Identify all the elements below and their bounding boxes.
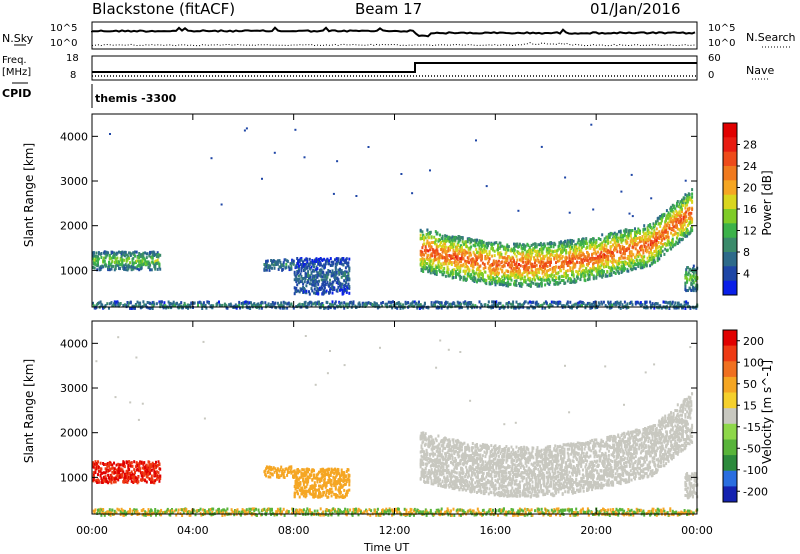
colorbar-cell (723, 376, 737, 393)
y-tick-label: 2000 (60, 220, 88, 233)
nsky-tick-high: 10^5 (50, 23, 78, 34)
nave-tick-high: 60 (708, 53, 721, 64)
colorbar-cell (723, 455, 737, 472)
mhz-label: [MHz] (2, 67, 32, 78)
colorbar-tick-label: 50 (743, 378, 757, 391)
colorbar-tick-label: 12 (743, 225, 757, 238)
cpid-text: themis -3300 (95, 92, 177, 105)
x-tick-label: 00:00 (76, 524, 108, 537)
freq-tick-low: 8 (70, 70, 77, 81)
colorbar-cell (723, 180, 737, 196)
y-tick-label: 4000 (60, 337, 88, 350)
colorbar-tick-label: -200 (743, 485, 768, 498)
colorbar-tick-label: 16 (743, 203, 757, 216)
x-tick-label: 16:00 (479, 524, 511, 537)
nsky-tick-low: 10^0 (50, 38, 78, 49)
y-tick-label: 3000 (60, 175, 88, 188)
x-axis-label: Time UT (364, 541, 410, 554)
cpid-label: CPID (2, 87, 32, 100)
freq-line (92, 62, 697, 73)
colorbar-tick-label: -50 (743, 442, 761, 455)
colorbar-cell (723, 237, 737, 253)
colorbar-tick-label: 28 (743, 139, 757, 152)
nsky-strip-frame (91, 21, 698, 50)
date-title: 01/Jan/2016 (590, 0, 681, 18)
station-title: Blackstone (fitACF) (92, 0, 236, 18)
colorbar-cell (723, 345, 737, 362)
colorbar-cell (723, 194, 737, 210)
colorbar-frame (722, 329, 738, 503)
colorbar-cell (723, 361, 737, 378)
freq-tick-high: 18 (66, 53, 79, 64)
colorbar-cell (723, 280, 737, 296)
colorbar-cell (723, 223, 737, 239)
beam-title: Beam 17 (355, 0, 423, 18)
velocity-panel (92, 335, 699, 517)
freq-label: Freq. (2, 55, 27, 66)
x-tick-label: 08:00 (278, 524, 310, 537)
colorbar-tick-label: 200 (743, 335, 764, 348)
colorbar-cell (723, 123, 737, 138)
colorbar-tick-label: 100 (743, 356, 764, 369)
colorbar-tick-label: -100 (743, 464, 768, 477)
colorbar-cell (723, 209, 737, 224)
x-tick-label: 12:00 (379, 524, 411, 537)
freq-strip-frame (91, 55, 698, 81)
colorbar-cell (723, 330, 737, 347)
colorbar-tick-label: 4 (743, 268, 750, 281)
colorbar-cell (723, 266, 737, 282)
colorbar-tick-label: 20 (743, 182, 757, 195)
colorbar-tick-label: 15 (743, 399, 757, 412)
nsearch-label: N.Search (746, 31, 796, 44)
y-tick-label: 3000 (60, 382, 88, 395)
x-tick-label: 20:00 (580, 524, 612, 537)
nsearch-tick-high: 10^5 (708, 23, 736, 34)
nave-tick-low: 0 (708, 70, 715, 81)
colorbar-cell (723, 470, 737, 487)
colorbar-cell (723, 439, 737, 456)
colorbar-cell (723, 486, 737, 503)
nave-label: Nave (746, 64, 775, 77)
colorbar-cell (723, 137, 737, 153)
colorbar-tick-label: -15 (743, 421, 761, 434)
colorbar-cell (723, 408, 737, 425)
panel-frame-1 (91, 113, 698, 308)
y-tick-label: 1000 (60, 471, 88, 484)
y-tick-label: 4000 (60, 130, 88, 143)
colorbar-cell (723, 423, 737, 440)
nsearch-tick-low: 10^0 (708, 38, 736, 49)
nsearch-line (91, 42, 696, 47)
x-tick-label: 04:00 (177, 524, 209, 537)
y-tick-label: 1000 (60, 264, 88, 277)
power-panel (92, 123, 699, 310)
nsky-label: N.Sky (2, 32, 34, 45)
colorbar-tick-label: 24 (743, 160, 757, 173)
y-tick-label: 2000 (60, 427, 88, 440)
colorbar-tick-label: 8 (743, 246, 750, 259)
colorbar-cell (723, 252, 737, 267)
colorbar-cell (723, 151, 737, 167)
nsky-line (91, 26, 696, 38)
colorbar-cell (723, 166, 737, 181)
x-tick-label: 00:00 (681, 524, 713, 537)
colorbar-cell (723, 392, 737, 409)
